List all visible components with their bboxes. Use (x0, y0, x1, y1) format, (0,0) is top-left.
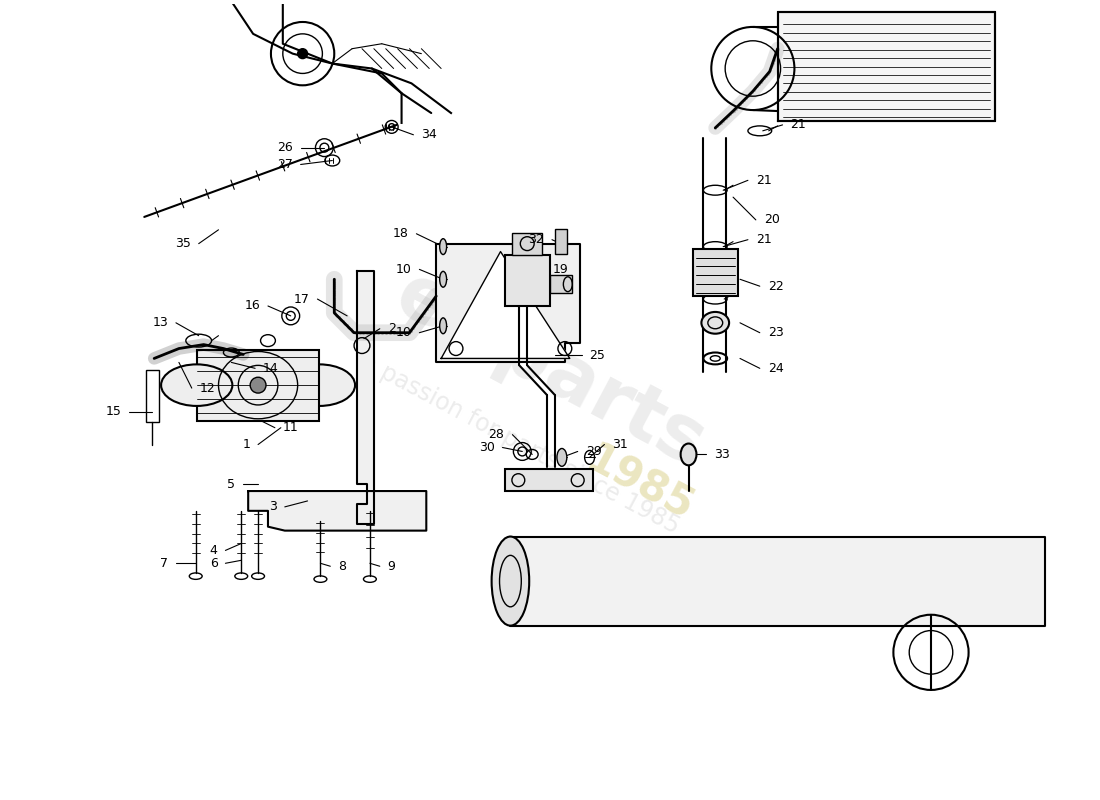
Polygon shape (441, 251, 570, 358)
Ellipse shape (702, 312, 729, 334)
Text: 14: 14 (263, 362, 278, 375)
Text: 10: 10 (396, 263, 411, 276)
Bar (197, 350, 319, 421)
Polygon shape (358, 271, 374, 524)
Text: 18: 18 (393, 227, 408, 240)
Text: 32: 32 (528, 233, 544, 246)
Text: 27: 27 (277, 158, 293, 171)
Polygon shape (249, 491, 427, 530)
Text: 21: 21 (756, 174, 771, 187)
Ellipse shape (440, 318, 447, 334)
Bar (506, 254, 550, 306)
Bar (146, 370, 160, 422)
Text: 7: 7 (160, 557, 168, 570)
Text: a passion for parts since 1985: a passion for parts since 1985 (358, 350, 683, 539)
Text: 35: 35 (175, 237, 190, 250)
Text: 25: 25 (590, 349, 605, 362)
Circle shape (250, 378, 266, 393)
Ellipse shape (440, 238, 447, 254)
Text: 6: 6 (210, 557, 218, 570)
Text: 13: 13 (152, 316, 168, 330)
Bar (550, 275, 572, 293)
Ellipse shape (284, 364, 355, 406)
Text: 21: 21 (791, 118, 806, 131)
Text: 2: 2 (387, 322, 396, 335)
Ellipse shape (440, 271, 447, 287)
Text: 20: 20 (763, 214, 780, 226)
Text: 24: 24 (768, 362, 783, 375)
Text: 19: 19 (553, 263, 569, 276)
Text: 4: 4 (210, 544, 218, 557)
Text: 33: 33 (714, 448, 730, 461)
Text: 28: 28 (488, 428, 505, 441)
Text: 16: 16 (244, 299, 260, 313)
Text: 5: 5 (228, 478, 235, 490)
Text: 15: 15 (106, 406, 121, 418)
Text: 26: 26 (277, 141, 293, 154)
Text: 11: 11 (283, 422, 298, 434)
Text: 31: 31 (613, 438, 628, 451)
Text: 34: 34 (421, 128, 437, 142)
Ellipse shape (557, 449, 566, 466)
Ellipse shape (681, 443, 696, 466)
Ellipse shape (161, 364, 232, 406)
Bar (778, 12, 996, 121)
Text: 17: 17 (294, 293, 309, 306)
Text: 12: 12 (200, 382, 216, 394)
Ellipse shape (492, 537, 529, 626)
Bar (506, 470, 593, 491)
Text: 1985: 1985 (579, 438, 700, 530)
Text: 8: 8 (338, 560, 346, 573)
Text: 21: 21 (756, 233, 771, 246)
Text: etiparts: etiparts (383, 258, 717, 483)
Text: 30: 30 (478, 441, 495, 454)
Circle shape (298, 49, 308, 58)
Text: 23: 23 (768, 326, 783, 339)
Bar (693, 249, 738, 296)
Bar (513, 233, 542, 254)
Text: 29: 29 (585, 445, 602, 458)
Text: 22: 22 (768, 280, 783, 293)
Bar (554, 229, 566, 254)
Polygon shape (437, 244, 580, 362)
Text: 3: 3 (270, 500, 277, 514)
Text: 10: 10 (396, 326, 411, 339)
Text: 1: 1 (242, 438, 250, 451)
Text: 9: 9 (387, 560, 396, 573)
Polygon shape (510, 537, 1045, 626)
